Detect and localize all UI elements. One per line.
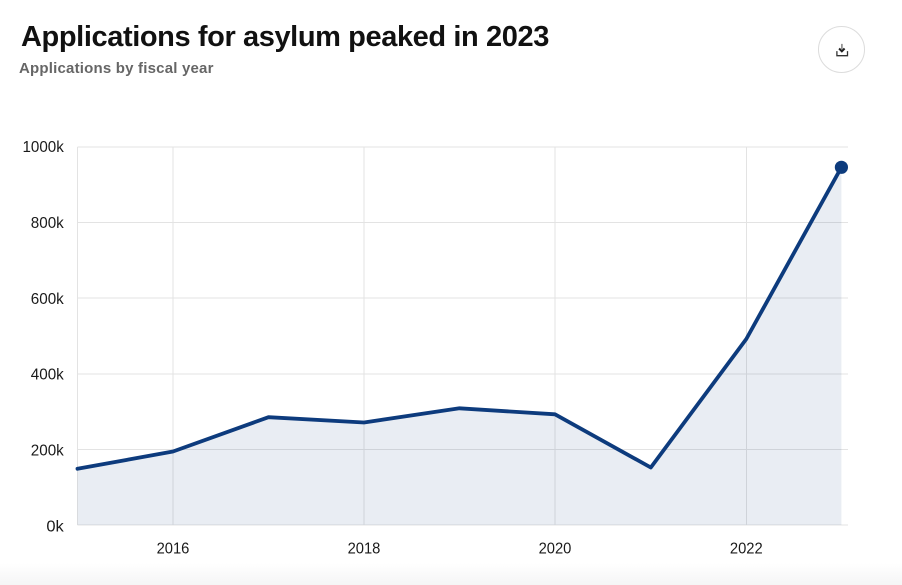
svg-text:400k: 400k xyxy=(31,367,64,384)
svg-text:2022: 2022 xyxy=(730,540,763,557)
svg-text:800k: 800k xyxy=(31,215,64,232)
svg-text:2020: 2020 xyxy=(539,540,572,557)
svg-text:600k: 600k xyxy=(31,291,64,308)
svg-text:2016: 2016 xyxy=(157,540,190,557)
svg-text:1000k: 1000k xyxy=(23,139,65,156)
svg-text:2018: 2018 xyxy=(348,540,381,557)
svg-text:0k: 0k xyxy=(46,519,64,536)
svg-text:200k: 200k xyxy=(31,443,64,460)
